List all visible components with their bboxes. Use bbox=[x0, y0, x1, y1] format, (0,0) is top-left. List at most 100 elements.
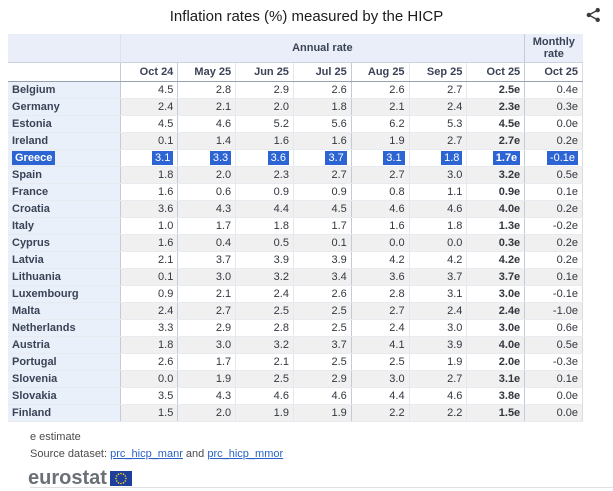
monthly-value-cell: 0.1e bbox=[524, 183, 583, 201]
annual-value-cell: 1.6 bbox=[120, 183, 179, 201]
cell-text: 0.9 bbox=[331, 185, 347, 198]
selected-text: 1.8 bbox=[441, 150, 463, 165]
cell-text: 3.1e bbox=[498, 372, 521, 385]
source-link-mmor[interactable]: prc_hicp_mmor bbox=[207, 448, 284, 460]
cell-text: 2.7e bbox=[498, 134, 521, 147]
cell-text: 2.6 bbox=[389, 83, 405, 96]
cell-text: Luxembourg bbox=[12, 287, 79, 300]
annual-value-cell: 2.7 bbox=[409, 81, 468, 99]
annual-value-cell: 2.0e bbox=[466, 353, 526, 371]
cell-text: 3.0 bbox=[215, 338, 232, 351]
share-button[interactable] bbox=[586, 7, 601, 23]
cell-text: 0.1e bbox=[556, 270, 578, 283]
cell-text: Malta bbox=[12, 304, 41, 317]
selected-text: 3.1 bbox=[383, 150, 405, 165]
cell-text: 3.9 bbox=[273, 253, 289, 266]
month-header: May 25 bbox=[177, 62, 237, 82]
cell-text: 4.0e bbox=[498, 202, 521, 215]
table-row: Latvia 2.1 3.7 3.9 3.9 4.2 4.2 4.2e 0.2e bbox=[8, 251, 583, 269]
annual-value-cell: 3.2 bbox=[235, 268, 294, 286]
cell-text: Finland bbox=[12, 406, 52, 419]
table-row: Netherlands 3.3 2.9 2.8 2.5 2.4 3.0 3.0e 0.6e bbox=[8, 319, 583, 337]
monthly-value-cell: 0.5e bbox=[524, 166, 583, 184]
cell-text: 1.5 bbox=[158, 406, 174, 419]
cell-text: Netherlands bbox=[12, 321, 76, 334]
annual-value-cell: 2.0 bbox=[177, 166, 237, 184]
cell-text: 1.6 bbox=[331, 134, 347, 147]
cell-text: 4.6 bbox=[273, 389, 289, 402]
cell-text: Latvia bbox=[12, 253, 44, 266]
annual-value-cell: 0.0 bbox=[409, 234, 468, 252]
annual-value-cell: 4.6 bbox=[293, 387, 352, 405]
cell-text: 1.6 bbox=[273, 134, 289, 147]
annual-value-cell: 2.4 bbox=[351, 319, 410, 337]
annual-value-cell: 3.9 bbox=[235, 251, 294, 269]
monthly-value-cell: 0.0e bbox=[524, 404, 583, 422]
country-cell: Austria bbox=[8, 336, 121, 354]
bottom-divider bbox=[30, 487, 613, 488]
cell-text: 1.9 bbox=[215, 372, 232, 385]
annual-value-cell: 2.6 bbox=[120, 353, 179, 371]
cell-text: 3.2e bbox=[498, 168, 521, 181]
selected-text: 3.7 bbox=[325, 150, 347, 165]
cell-text: 1.9 bbox=[389, 134, 405, 147]
source-label: Source dataset: bbox=[30, 448, 111, 460]
eu-flag-icon bbox=[109, 471, 132, 486]
annual-value-cell: 4.2 bbox=[351, 251, 410, 269]
eurostat-logo: eurostat bbox=[28, 467, 613, 490]
monthly-value-cell: 0.1e bbox=[524, 268, 583, 286]
annual-value-cell: 1.9 bbox=[293, 404, 352, 422]
cell-text: 0.3e bbox=[498, 236, 521, 249]
source-line: Source dataset: prc_hicp_manr and prc_hi… bbox=[30, 448, 613, 460]
annual-value-cell: 1.5 bbox=[120, 404, 179, 422]
monthly-value-cell: 0.0e bbox=[524, 115, 583, 133]
annual-value-cell: 4.6 bbox=[235, 387, 294, 405]
annual-value-cell: 4.6 bbox=[409, 387, 468, 405]
cell-text: 4.2 bbox=[389, 253, 405, 266]
annual-value-cell: 1.8 bbox=[293, 98, 352, 116]
table-row: Luxembourg 0.9 2.1 2.4 2.6 2.8 3.1 3.0e -0.1e bbox=[8, 285, 583, 303]
annual-value-cell: 2.6 bbox=[293, 81, 352, 99]
monthly-value-cell: -1.0e bbox=[524, 302, 583, 320]
annual-value-cell: 2.8 bbox=[177, 81, 237, 99]
cell-text: 3.5 bbox=[158, 389, 174, 402]
country-cell: Latvia bbox=[8, 251, 121, 269]
source-link-manr[interactable]: prc_hicp_manr bbox=[110, 448, 183, 460]
country-cell: Lithuania bbox=[8, 268, 121, 286]
annual-value-cell: 2.0 bbox=[177, 404, 237, 422]
annual-value-cell: 2.7 bbox=[409, 132, 468, 150]
cell-text: 4.4 bbox=[389, 389, 405, 402]
cell-text: 0.2e bbox=[556, 236, 578, 249]
cell-text: 5.6 bbox=[331, 117, 347, 130]
cell-text: 1.4 bbox=[215, 134, 232, 147]
cell-text: 0.0 bbox=[158, 372, 174, 385]
annual-value-cell: 3.2 bbox=[235, 336, 294, 354]
annual-value-cell: 2.7 bbox=[293, 166, 352, 184]
annual-value-cell: 1.4 bbox=[177, 132, 237, 150]
annual-value-cell: 2.5e bbox=[466, 81, 526, 99]
annual-value-cell: 0.1 bbox=[120, 132, 179, 150]
annual-value-cell: 3.0e bbox=[466, 285, 526, 303]
country-cell: Greece bbox=[8, 149, 121, 167]
annual-value-cell: 2.3e bbox=[466, 98, 526, 116]
annual-value-cell: 4.6 bbox=[409, 200, 468, 218]
cell-text: 0.0e bbox=[556, 117, 578, 130]
annual-value-cell: 3.0 bbox=[177, 268, 237, 286]
cell-text: 0.0 bbox=[447, 236, 463, 249]
annual-value-cell: 0.9 bbox=[120, 285, 179, 303]
cell-text: 2.1 bbox=[158, 253, 174, 266]
cell-text: France bbox=[12, 185, 49, 198]
annual-value-cell: 4.3 bbox=[177, 387, 237, 405]
annual-value-cell: 4.5 bbox=[120, 115, 179, 133]
annual-value-cell: 2.7 bbox=[177, 302, 237, 320]
annual-value-cell: 4.0e bbox=[466, 336, 526, 354]
annual-value-cell: 2.7 bbox=[351, 166, 410, 184]
table-row: Croatia 3.6 4.3 4.4 4.5 4.6 4.6 4.0e 0.2e bbox=[8, 200, 583, 218]
annual-value-cell: 3.6 bbox=[235, 149, 294, 167]
cell-text: 4.5 bbox=[158, 83, 174, 96]
annual-value-cell: 4.2e bbox=[466, 251, 526, 269]
cell-text: 2.1 bbox=[215, 287, 232, 300]
cell-text: 2.7 bbox=[215, 304, 232, 317]
monthly-value-cell: 0.4e bbox=[524, 81, 583, 99]
table-row: Spain 1.8 2.0 2.3 2.7 2.7 3.0 3.2e 0.5e bbox=[8, 166, 583, 184]
